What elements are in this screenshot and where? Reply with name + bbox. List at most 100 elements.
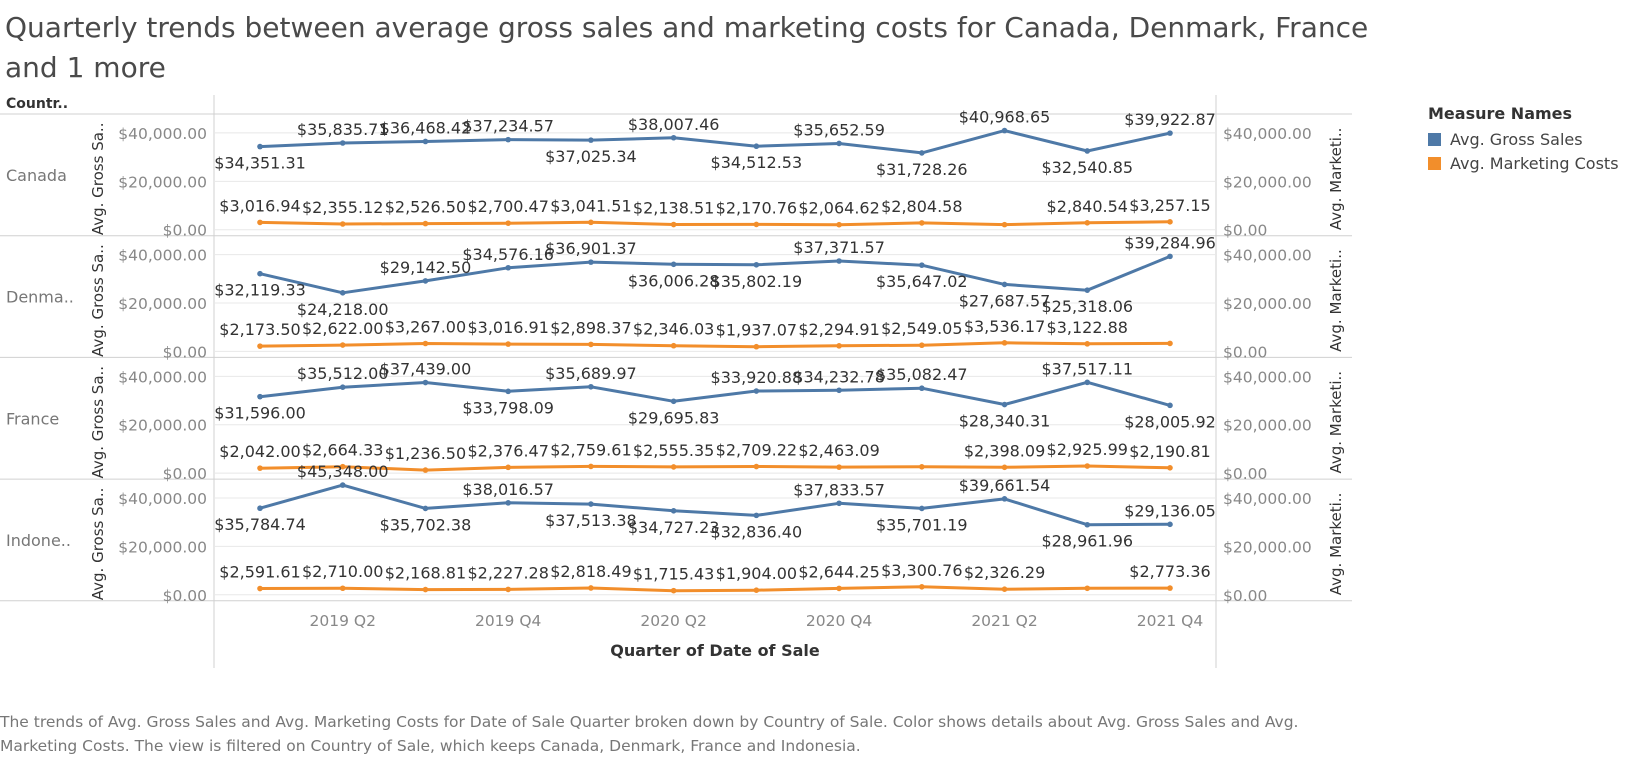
gross-sales-point xyxy=(836,500,842,507)
gross-sales-point xyxy=(753,261,760,268)
marketing-costs-data-label: $2,709.22 xyxy=(716,441,797,460)
country-label: Denma.. xyxy=(6,288,74,307)
right-tick-label: $40,000.00 xyxy=(1223,490,1312,508)
gross-sales-data-label: $35,082.47 xyxy=(876,365,968,384)
gross-sales-point xyxy=(505,388,511,395)
left-tick-label: $20,000.00 xyxy=(118,173,207,191)
gross-sales-point xyxy=(836,258,842,264)
legend-item-gross-sales[interactable]: Avg. Gross Sales xyxy=(1428,127,1619,151)
marketing-costs-data-label: $2,173.50 xyxy=(219,320,300,339)
gross-sales-point xyxy=(670,134,677,141)
country-label: Canada xyxy=(6,166,67,185)
marketing-costs-data-label: $2,355.12 xyxy=(302,198,383,217)
gross-sales-point xyxy=(919,385,925,392)
gross-sales-data-label: $45,348.00 xyxy=(297,462,389,481)
gross-sales-data-label: $37,513.38 xyxy=(545,511,637,530)
gross-sales-point xyxy=(919,150,925,156)
marketing-costs-point xyxy=(588,463,594,470)
marketing-costs-point xyxy=(422,220,429,227)
gross-sales-data-label: $37,517.11 xyxy=(1041,359,1133,378)
marketing-costs-data-label: $2,138.51 xyxy=(633,199,714,218)
right-axis-title: Avg. Marketi.. xyxy=(1327,371,1345,474)
left-axis-title: Avg. Gross Sa.. xyxy=(89,488,107,601)
marketing-costs-data-label: $3,257.15 xyxy=(1129,196,1210,215)
gross-sales-data-label: $37,371.57 xyxy=(793,238,885,257)
left-tick-label: $20,000.00 xyxy=(118,538,207,556)
marketing-costs-point xyxy=(422,467,429,473)
marketing-costs-data-label: $3,122.88 xyxy=(1047,318,1128,337)
marketing-costs-data-label: $3,041.51 xyxy=(550,196,631,215)
marketing-costs-point xyxy=(339,585,346,592)
marketing-costs-point xyxy=(919,584,925,590)
marketing-costs-data-label: $2,376.47 xyxy=(467,441,548,460)
gross-sales-data-label: $28,340.31 xyxy=(959,412,1051,431)
marketing-costs-data-label: $3,016.94 xyxy=(219,196,300,215)
gross-sales-data-label: $37,234.57 xyxy=(462,117,554,136)
marketing-costs-point xyxy=(422,586,429,593)
gross-sales-data-label: $27,687.57 xyxy=(959,291,1051,310)
gross-sales-point xyxy=(422,505,429,512)
gross-sales-data-label: $29,695.83 xyxy=(628,408,720,427)
gross-sales-data-label: $36,006.28 xyxy=(628,271,720,290)
left-tick-label: $20,000.00 xyxy=(118,417,207,435)
gross-sales-point xyxy=(422,138,429,145)
marketing-costs-point xyxy=(670,587,677,594)
x-axis-title: Quarter of Date of Sale xyxy=(610,641,820,660)
gross-sales-data-label: $35,512.00 xyxy=(297,364,389,383)
gross-sales-data-label: $31,596.00 xyxy=(214,404,306,423)
x-tick-label: 2019 Q4 xyxy=(475,612,541,630)
left-tick-label: $0.00 xyxy=(163,465,207,483)
gross-sales-point xyxy=(422,379,429,386)
gross-sales-point xyxy=(1167,521,1173,528)
right-tick-label: $20,000.00 xyxy=(1223,538,1312,556)
gross-sales-point xyxy=(257,270,263,277)
marketing-costs-data-label: $2,555.35 xyxy=(633,441,714,460)
gross-sales-point xyxy=(505,500,511,506)
gross-sales-point xyxy=(339,140,346,146)
gross-sales-data-label: $35,701.19 xyxy=(876,515,968,534)
marketing-costs-point xyxy=(505,464,511,471)
gross-sales-point xyxy=(919,262,925,268)
marketing-costs-data-label: $1,236.50 xyxy=(385,444,466,463)
marketing-costs-line xyxy=(259,464,1171,472)
left-tick-label: $20,000.00 xyxy=(118,295,207,313)
right-axis-title: Avg. Marketi.. xyxy=(1327,493,1345,596)
marketing-costs-point xyxy=(257,343,263,349)
marketing-costs-data-label: $2,294.91 xyxy=(798,320,879,339)
marketing-costs-data-label: $3,300.76 xyxy=(881,561,962,580)
gross-sales-data-label: $33,798.09 xyxy=(462,398,554,417)
marketing-costs-data-label: $2,526.50 xyxy=(385,198,466,217)
marketing-costs-data-label: $2,664.33 xyxy=(302,441,383,460)
marketing-costs-data-label: $2,549.05 xyxy=(881,319,962,338)
gross-sales-data-label: $35,652.59 xyxy=(793,120,885,139)
gross-sales-point xyxy=(1167,402,1173,409)
marketing-costs-point xyxy=(836,585,842,592)
legend-item-marketing-costs[interactable]: Avg. Marketing Costs xyxy=(1428,151,1619,175)
marketing-costs-data-label: $2,591.61 xyxy=(219,563,300,582)
marketing-costs-data-label: $2,463.09 xyxy=(798,441,879,460)
gross-sales-data-label: $34,351.31 xyxy=(214,154,306,173)
marketing-costs-data-label: $2,840.54 xyxy=(1047,197,1128,216)
marketing-costs-point xyxy=(257,585,263,592)
left-tick-label: $0.00 xyxy=(163,222,207,240)
right-axis-title: Avg. Marketi.. xyxy=(1327,128,1345,231)
gross-sales-point xyxy=(1001,496,1008,502)
marketing-costs-point xyxy=(588,585,594,591)
left-axis-title: Avg. Gross Sa.. xyxy=(89,366,107,479)
gross-sales-data-label: $35,702.38 xyxy=(380,515,472,534)
gross-sales-data-label: $37,025.34 xyxy=(545,147,637,166)
gross-sales-point xyxy=(670,507,677,514)
gross-sales-data-label: $39,284.96 xyxy=(1124,233,1216,252)
marketing-costs-point xyxy=(836,221,842,228)
marketing-costs-point xyxy=(1167,465,1173,471)
marketing-costs-point xyxy=(505,341,511,347)
gross-sales-data-label: $35,835.71 xyxy=(297,120,389,139)
gross-sales-data-label: $32,119.33 xyxy=(214,281,306,300)
legend-label-marketing-costs: Avg. Marketing Costs xyxy=(1450,153,1619,173)
gross-sales-data-label: $34,727.23 xyxy=(628,518,720,537)
gross-sales-data-label: $39,922.87 xyxy=(1124,110,1216,129)
marketing-costs-point xyxy=(339,221,346,227)
marketing-costs-point xyxy=(505,586,511,593)
x-tick-label: 2021 Q2 xyxy=(971,612,1037,630)
